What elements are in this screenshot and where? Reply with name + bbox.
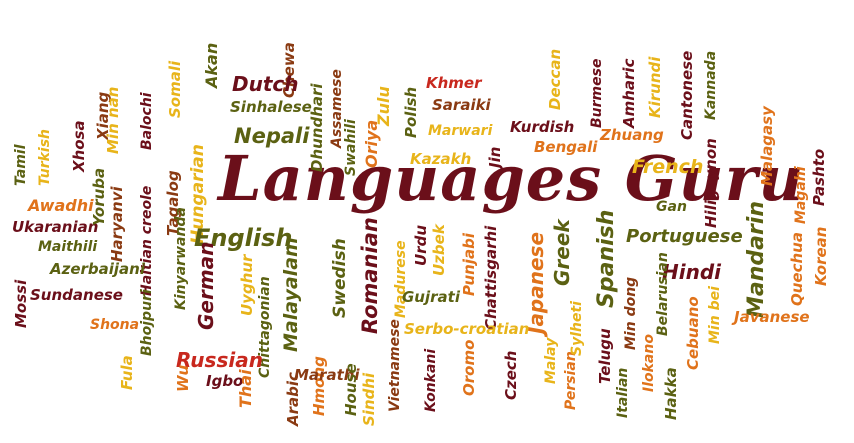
word-uyghur: Uyghur [238, 254, 256, 316]
word-yoruba: Yoruba [90, 167, 108, 226]
word-bengali: Bengali [534, 138, 598, 156]
word-german: German [194, 241, 218, 330]
word-jin: Jin [486, 146, 504, 168]
word-sundanese: Sundanese [30, 286, 123, 304]
word-sylheti: Sylheti [569, 301, 585, 356]
word-swedish: Swedish [330, 238, 350, 318]
word-malayalam: Malayalam [280, 237, 302, 352]
word-xhosa: Xhosa [70, 120, 88, 172]
word-dhundhari: Dhundhari [308, 83, 326, 172]
word-tamil: Tamil [13, 144, 29, 186]
word-akan: Akan [202, 42, 221, 88]
word-urdu: Urdu [412, 225, 430, 266]
word-oriya: Oriya [362, 119, 381, 168]
word-belarusian: Belarusian [655, 252, 671, 336]
word-swahili: Swahili [343, 119, 359, 176]
word-quechua: Quechua [788, 232, 806, 306]
word-persian: Persian [563, 351, 579, 410]
word-gan: Gan [656, 199, 687, 215]
word-maithili: Maithili [38, 239, 98, 255]
word-kinyarwanda: Kinyarwanda [173, 207, 189, 310]
word-pashto: Pashto [810, 148, 828, 206]
word-gujrati: Gujrati [402, 288, 460, 306]
word-min-bei: Min bei [707, 286, 723, 344]
word-fula: Fula [118, 355, 136, 390]
word-polish: Polish [402, 86, 420, 138]
word-kirundi: Kirundi [646, 56, 664, 118]
word-balochi: Balochi [139, 92, 155, 150]
word-hindi: Hindi [662, 260, 722, 284]
word-nepali: Nepali [234, 124, 310, 148]
word-marwari: Marwari [428, 123, 493, 139]
word-amharic: Amharic [620, 58, 638, 128]
word-javanese: Javanese [734, 308, 810, 326]
word-wu: Wu [174, 364, 192, 392]
word-ilokano: Ilokano [641, 334, 657, 392]
word-punjabi: Punjabi [460, 233, 478, 296]
word-kazakh: Kazakh [410, 150, 472, 168]
word-thai: Thai [236, 369, 255, 408]
word-haitian-creole: Haitian creole [139, 185, 155, 296]
word-cantonese: Cantonese [678, 50, 696, 140]
word-konkani: Konkani [423, 348, 439, 412]
word-vietnamese: Vietnamese [387, 319, 403, 412]
word-romanian: Romanian [358, 217, 382, 334]
word-awadhi: Awadhi [28, 196, 94, 215]
word-chattisgarhi: Chattisgarhi [482, 225, 500, 330]
word-khmer: Khmer [426, 74, 482, 92]
word-house: House [342, 363, 360, 416]
word-portuguese: Portuguese [626, 226, 743, 247]
word-cebuano: Cebuano [684, 296, 702, 370]
word-japanese: Japanese [524, 231, 548, 334]
word-min-nan: Min nan [104, 86, 122, 154]
word-shona: Shona [90, 317, 140, 333]
word-telugu: Telugu [596, 328, 614, 384]
word-russian: Russian [176, 348, 263, 372]
word-uzbek: Uzbek [430, 224, 448, 276]
word-zhuang: Zhuang [600, 126, 664, 144]
word-haryanvi: Haryanvi [108, 186, 126, 262]
word-serbo-croatian: Serbo-croatian [404, 320, 530, 338]
word-sinhalese: Sinhalese [230, 98, 312, 116]
word-marathi: Marathi [294, 366, 360, 384]
word-kurdish: Kurdish [510, 118, 575, 136]
word-malay: Malay [543, 337, 559, 384]
word-mandarin: Mandarin [744, 200, 769, 318]
word-assamese: Assamese [329, 69, 345, 148]
word-min-dong: Min dong [623, 276, 639, 350]
word-magahi: Magahi [793, 166, 809, 224]
word-azerbaijani: Azerbaijani [50, 260, 145, 278]
word-kannada: Kannada [703, 50, 719, 120]
word-turkish: Turkish [37, 128, 53, 186]
word-somali: Somali [166, 60, 184, 118]
word-sindhi: Sindhi [360, 372, 378, 426]
word-korean: Korean [812, 226, 830, 286]
word-deccan: Deccan [546, 48, 564, 110]
word-hakka: Hakka [662, 367, 680, 420]
word-greek: Greek [550, 219, 574, 286]
word-ukaranian: Ukaranian [12, 218, 99, 236]
word-madurese: Madurese [393, 240, 409, 318]
word-english: English [194, 224, 293, 252]
word-spanish: Spanish [594, 209, 619, 308]
cloud-title: Languages Guru [218, 142, 805, 215]
word-mossi: Mossi [12, 279, 30, 328]
word-saraiki: Saraiki [432, 96, 491, 114]
word-burmese: Burmese [589, 58, 605, 128]
word-oromo: Oromo [460, 339, 478, 396]
word-italian: Italian [615, 367, 631, 418]
word-bhojpuri: Bhojpuri [139, 289, 155, 356]
word-czech: Czech [502, 350, 520, 400]
word-igbo: Igbo [206, 372, 244, 390]
word-malagasy: Malagasy [758, 106, 776, 186]
word-french: French [632, 156, 704, 178]
word-dutch: Dutch [232, 72, 299, 96]
word-hiligaynon: Hiligaynon [702, 138, 720, 228]
